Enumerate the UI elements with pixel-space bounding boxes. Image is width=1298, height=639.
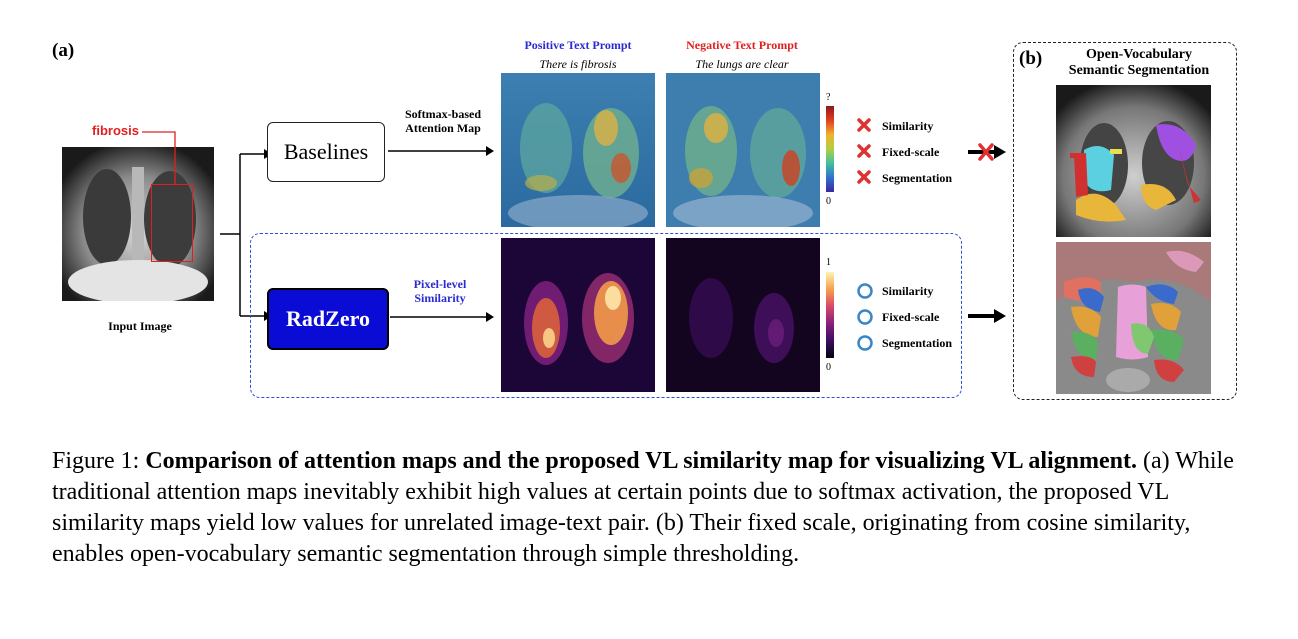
negative-prompt-title: Negative Text Prompt bbox=[686, 38, 798, 52]
cross-icon bbox=[856, 143, 874, 161]
radzero-positive-similarity-map bbox=[501, 238, 655, 392]
panel-b-title: Open-Vocabulary Semantic Segmentation bbox=[1068, 47, 1210, 78]
radzero-criteria-list: Similarity Fixed-scale Segmentation bbox=[856, 282, 952, 352]
panel-a-label: (a) bbox=[52, 40, 75, 61]
figure-caption: Figure 1: Comparison of attention maps a… bbox=[52, 446, 1242, 570]
cross-icon bbox=[856, 169, 874, 187]
pixel-similarity-label: Pixel-level Similarity bbox=[413, 277, 467, 305]
cross-icon bbox=[856, 117, 874, 135]
baseline-negative-attention-map bbox=[666, 73, 820, 227]
circle-icon bbox=[856, 308, 874, 326]
radzero-negative-similarity-map bbox=[666, 238, 820, 392]
blocked-arrow bbox=[968, 143, 1006, 161]
circle-icon bbox=[856, 282, 874, 300]
fibrosis-region-box bbox=[151, 184, 193, 262]
radzero-criterion-segmentation: Segmentation bbox=[856, 334, 952, 352]
caption-bold: Comparison of attention maps and the pro… bbox=[145, 448, 1138, 474]
magma-colorbar-min: 0 bbox=[826, 362, 831, 373]
positive-prompt-text: There is fibrosis bbox=[539, 57, 617, 71]
branch-arrows bbox=[220, 149, 272, 321]
negative-prompt-text: The lungs are clear bbox=[695, 57, 789, 71]
caption-prefix: Figure 1: bbox=[52, 448, 146, 474]
fibrosis-leader-line bbox=[142, 131, 176, 184]
baseline-criterion-segmentation: Segmentation bbox=[856, 169, 952, 187]
softmax-attention-label: Softmax-based Attention Map bbox=[404, 107, 481, 135]
radzero-arrow bbox=[390, 312, 494, 322]
magma-colorbar bbox=[826, 272, 834, 358]
jet-colorbar-max: ? bbox=[826, 92, 831, 103]
baseline-criterion-similarity: Similarity bbox=[856, 117, 952, 135]
jet-colorbar-min: 0 bbox=[826, 196, 831, 207]
radzero-criterion-similarity: Similarity bbox=[856, 282, 952, 300]
circle-icon bbox=[856, 334, 874, 352]
jet-colorbar bbox=[826, 106, 834, 192]
input-xray-image bbox=[62, 147, 214, 301]
panel-b-frame bbox=[1013, 42, 1237, 400]
fibrosis-annotation: fibrosis bbox=[92, 123, 139, 138]
radzero-criterion-fixed-scale: Fixed-scale bbox=[856, 308, 952, 326]
input-image-caption: Input Image bbox=[108, 319, 172, 333]
baselines-arrow bbox=[388, 146, 494, 156]
baselines-box: Baselines bbox=[267, 122, 385, 182]
caption-rest: (a) While traditional attention maps ine… bbox=[52, 448, 1234, 567]
panel-b-label: (b) bbox=[1019, 48, 1043, 69]
radzero-dashed-region bbox=[250, 233, 962, 398]
baseline-criterion-fixed-scale: Fixed-scale bbox=[856, 143, 952, 161]
baseline-criteria-list: Similarity Fixed-scale Segmentation bbox=[856, 117, 952, 187]
segmentation-overlay-bottom bbox=[1056, 242, 1211, 394]
radzero-box: RadZero bbox=[267, 288, 389, 350]
magma-colorbar-max: 1 bbox=[826, 257, 831, 268]
segmentation-overlay-top bbox=[1056, 85, 1211, 237]
positive-prompt-title: Positive Text Prompt bbox=[524, 38, 632, 52]
baseline-positive-attention-map bbox=[501, 73, 655, 227]
enabled-arrow bbox=[968, 309, 1006, 323]
